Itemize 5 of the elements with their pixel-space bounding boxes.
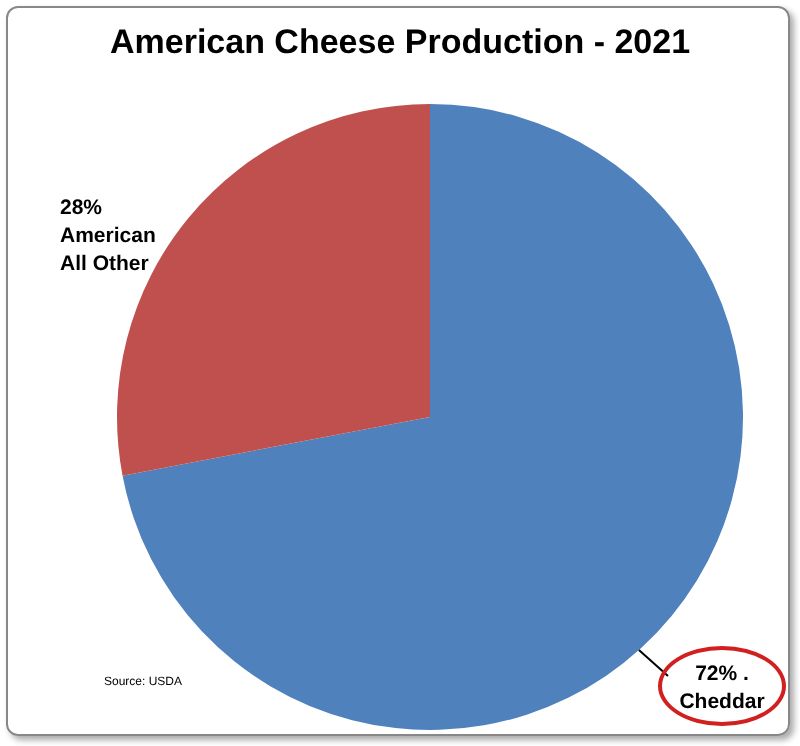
data-label: 28% xyxy=(60,195,104,220)
slice-label: Cheddar xyxy=(679,689,765,714)
chart-title: American Cheese Production - 2021 xyxy=(109,23,691,62)
data-label: 72% . xyxy=(695,661,750,686)
slice-label: American All Other xyxy=(60,223,156,276)
